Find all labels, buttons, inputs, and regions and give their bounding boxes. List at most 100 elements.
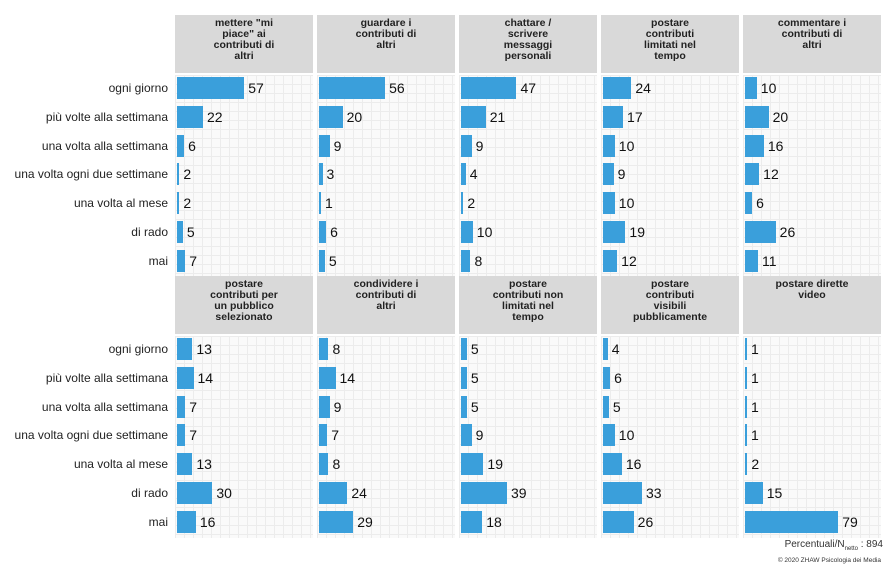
value-label: 2 (183, 166, 192, 183)
value-label: 20 (346, 108, 363, 125)
bar (461, 453, 484, 476)
panel-10: postare dirette video 1 1 1 1 2 15 79 (743, 276, 881, 538)
value-label: 5 (470, 369, 479, 386)
value-label: 9 (475, 427, 484, 444)
bar (603, 249, 618, 272)
panel-header: postare contributi visibili pubblicament… (601, 276, 739, 334)
copyright-text: © 2020 ZHAW Psicologia dei Media (777, 557, 881, 564)
value-label: 8 (332, 341, 341, 357)
bar (461, 249, 471, 272)
value-label: 9 (333, 398, 342, 415)
bar (319, 366, 336, 389)
value-label: 18 (486, 513, 502, 530)
plot-area (743, 336, 881, 538)
bar (461, 395, 467, 418)
bar (461, 221, 473, 243)
bar (461, 134, 472, 157)
plot-area (317, 75, 455, 277)
bar (745, 134, 764, 157)
bar (745, 510, 839, 533)
value-label: 33 (645, 485, 662, 501)
value-label: 7 (189, 398, 198, 415)
bar (603, 338, 608, 360)
value-label: 12 (621, 252, 637, 269)
bar (177, 77, 245, 99)
bar (603, 163, 614, 186)
value-label: 26 (637, 513, 654, 530)
value-label: 19 (629, 224, 645, 240)
category-label: di rado (131, 225, 168, 239)
panel-2: guardare i contributi di altri 56 20 9 3 1 6 5 (317, 15, 455, 277)
bar (319, 395, 330, 418)
value-label: 16 (767, 137, 784, 154)
value-label: 1 (751, 398, 759, 415)
value-label: 5 (470, 398, 479, 415)
value-label: 7 (331, 427, 340, 444)
bar (461, 77, 517, 99)
panel-5: commentare i contributi di altri 10 20 16 12… (743, 15, 881, 277)
bar (745, 221, 776, 243)
value-label: 14 (339, 369, 356, 386)
value-label: 24 (351, 485, 367, 501)
bar (177, 105, 203, 128)
bar (177, 482, 213, 504)
value-label: 4 (469, 166, 478, 183)
category-label: una volta ogni due settimane (14, 167, 168, 182)
bar (177, 134, 185, 157)
value-label: 4 (611, 341, 620, 357)
bar (603, 453, 622, 476)
category-label: ogni giorno (108, 342, 168, 356)
panel-header: postare contributi per un pubblico selez… (175, 276, 313, 334)
value-label: 13 (196, 341, 212, 357)
category-label: più volte alla settimana (45, 370, 168, 385)
value-label: 19 (487, 456, 503, 473)
bar (603, 510, 634, 533)
category-labels-row-1: ogni giorno più volte alla settimana una v… (0, 0, 168, 572)
bar (603, 221, 626, 243)
value-label: 2 (751, 456, 760, 473)
panel-4: postare contributi limitati nel tempo 24 1… (601, 15, 739, 277)
panel-header: postare contributi non limitati nel temp… (459, 276, 597, 334)
bar (177, 424, 186, 447)
value-label: 47 (520, 80, 537, 96)
panel-title: postare contributi per un pubblico selez… (210, 278, 278, 323)
bar (319, 77, 386, 99)
plot-area (317, 336, 455, 538)
value-label: 1 (751, 341, 759, 357)
bar (319, 510, 354, 533)
bar (461, 424, 472, 447)
bar (745, 192, 753, 215)
category-label: una volta alla settimana (41, 399, 168, 414)
value-label: 2 (183, 195, 192, 212)
panel-title: guardare i contributi di altri (355, 17, 417, 51)
bar (177, 366, 194, 389)
bar (319, 338, 329, 360)
value-label: 29 (357, 513, 373, 530)
value-label: 10 (618, 137, 635, 154)
bar (319, 221, 327, 243)
category-label: di rado (131, 486, 168, 500)
value-label: 16 (625, 456, 642, 473)
value-label: 8 (332, 456, 341, 473)
value-label: 5 (470, 341, 479, 357)
panel-title: postare dirette video (775, 278, 849, 301)
category-label: una volta ogni due settimane (14, 428, 168, 443)
value-label: 9 (617, 166, 626, 183)
bar (603, 105, 624, 128)
bar (461, 192, 464, 215)
value-label: 26 (779, 224, 796, 240)
value-label: 3 (326, 166, 335, 183)
bar (745, 249, 758, 272)
bar (745, 77, 757, 99)
panel-1: mettere "mi piace" ai contributi di altr… (175, 15, 313, 277)
bar (319, 163, 323, 186)
bar (745, 105, 769, 128)
panel-title: mettere "mi piace" ai contributi di altr… (213, 17, 275, 62)
panel-header: postare dirette video (743, 276, 881, 334)
bar (319, 453, 329, 476)
value-label: 5 (328, 252, 337, 269)
bar (461, 105, 486, 128)
value-label: 5 (612, 398, 621, 415)
bar (461, 366, 467, 389)
bar (461, 510, 483, 533)
